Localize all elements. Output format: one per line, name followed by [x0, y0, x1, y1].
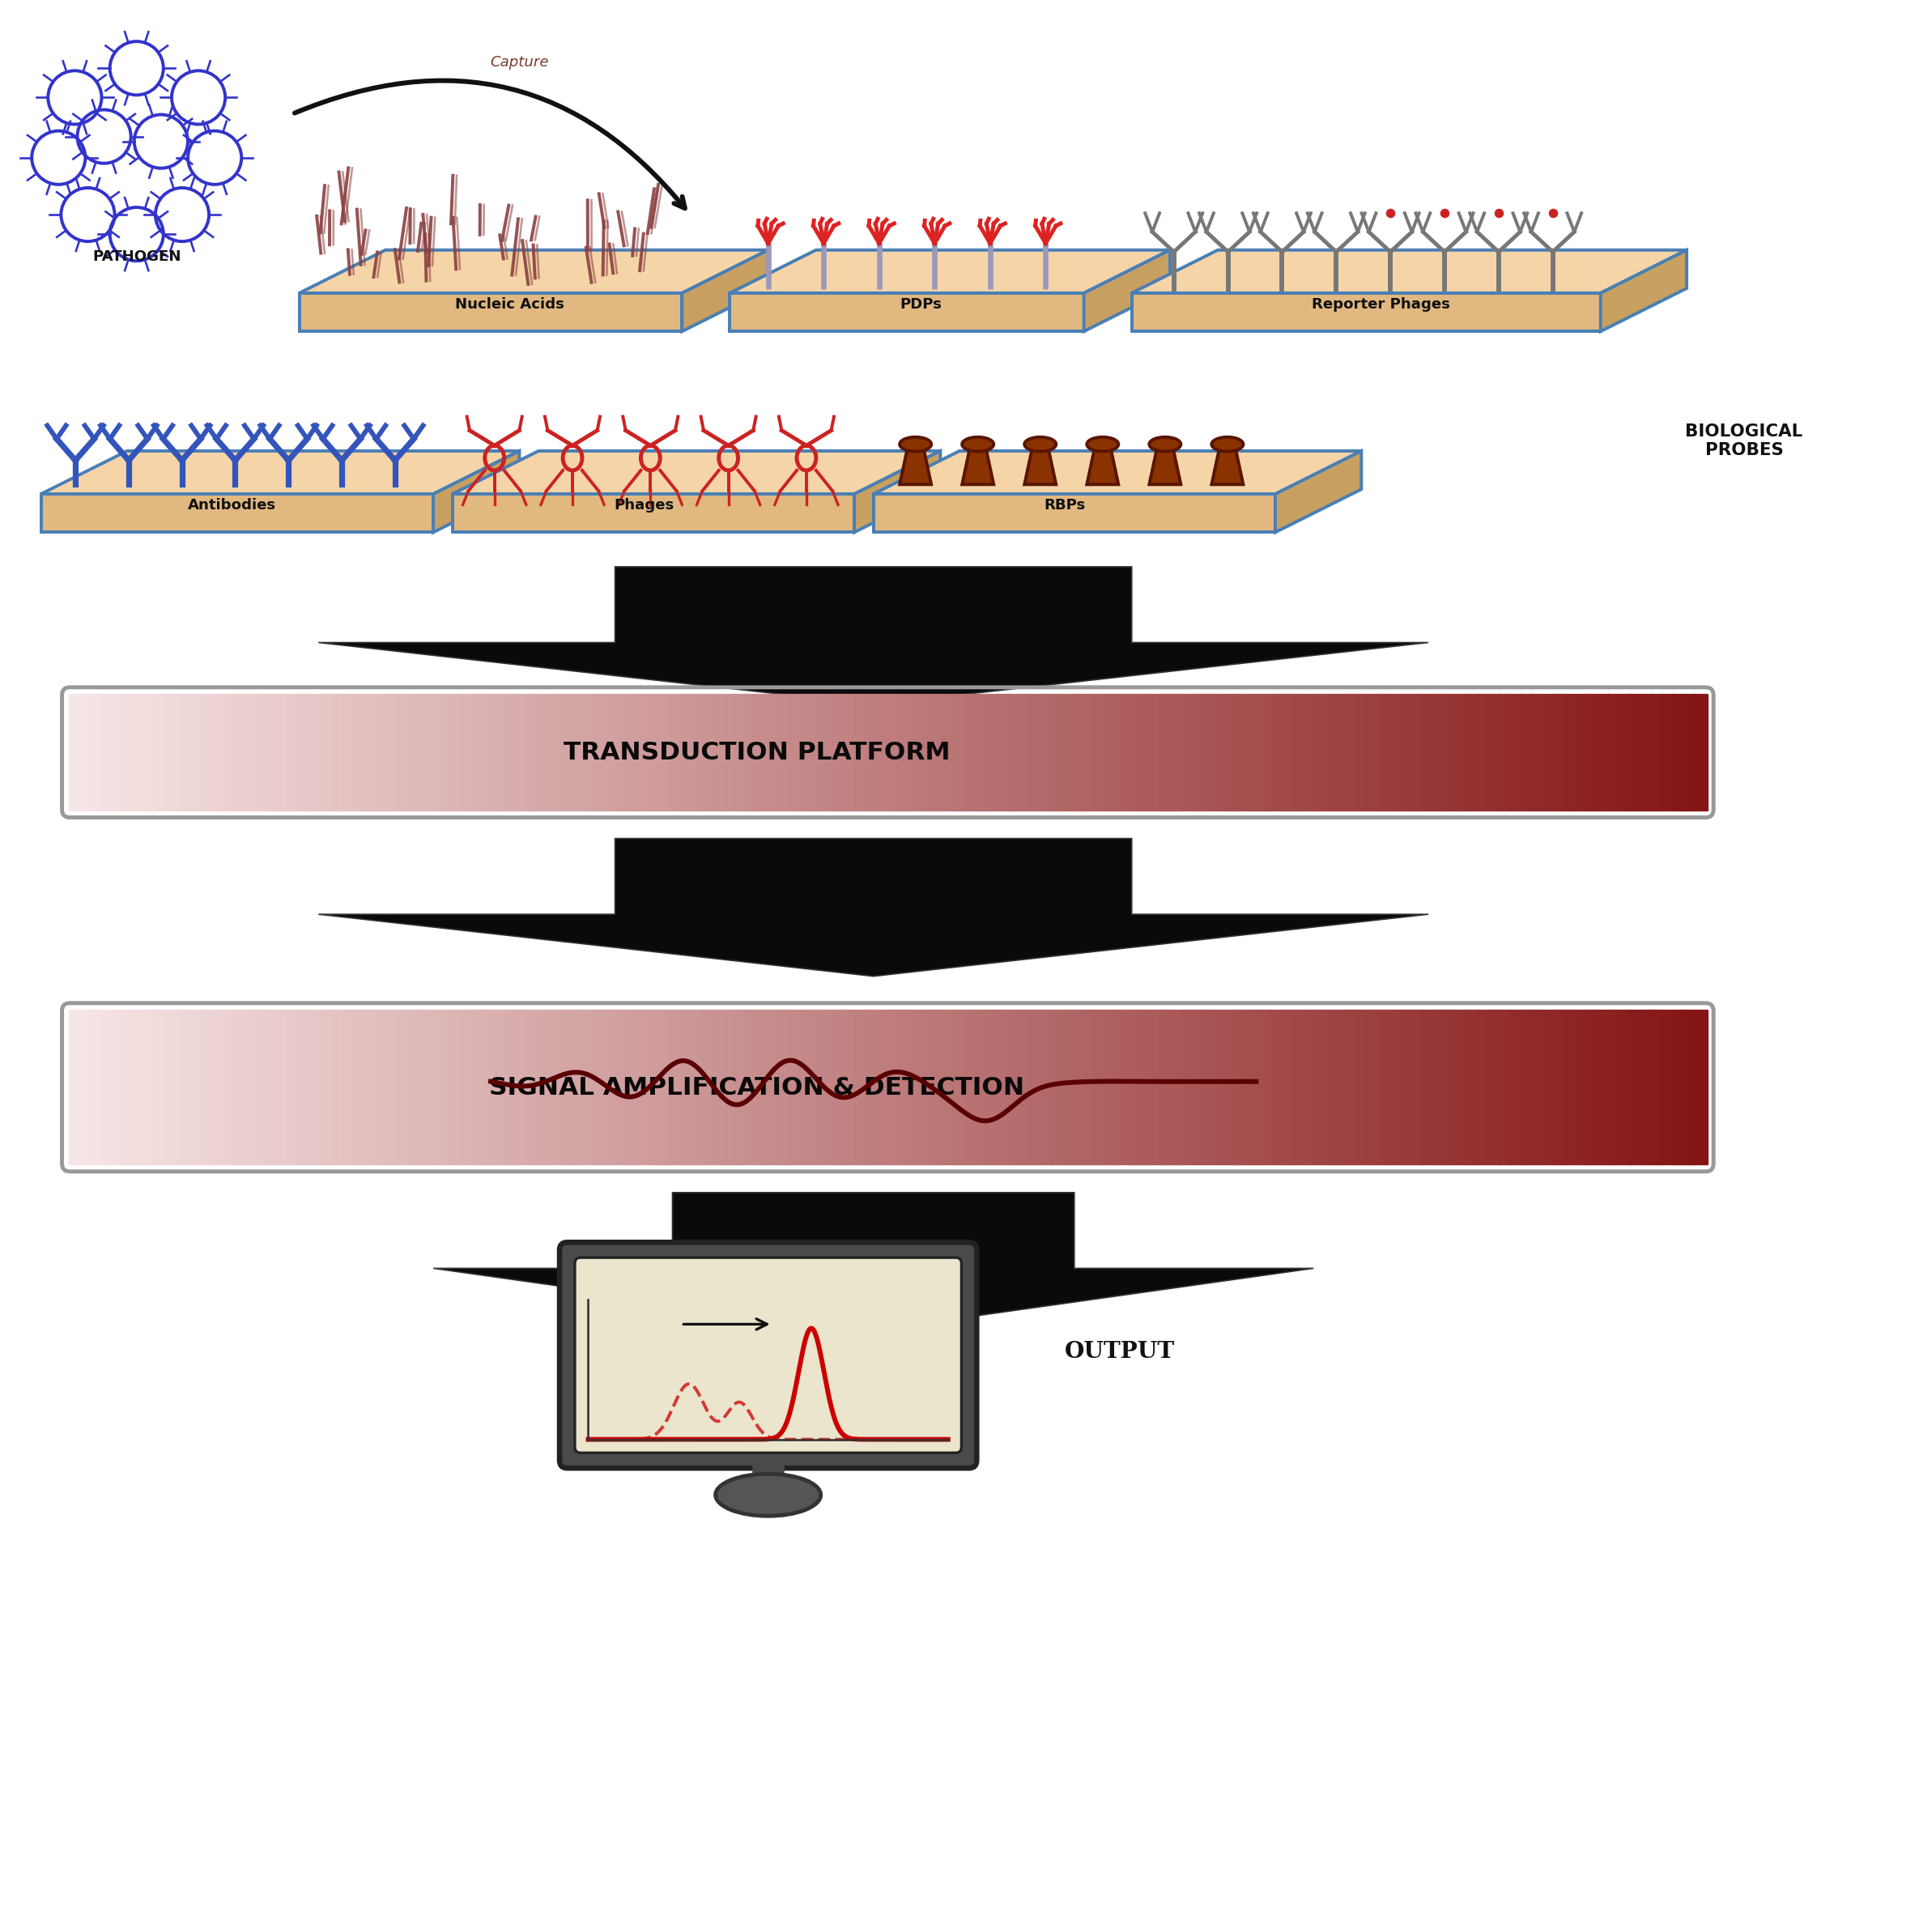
Text: RBPs: RBPs: [1044, 498, 1086, 512]
Polygon shape: [40, 452, 520, 495]
Text: Nucleic Acids: Nucleic Acids: [455, 298, 564, 311]
Polygon shape: [319, 838, 1428, 976]
Text: Phages: Phages: [614, 498, 674, 512]
FancyBboxPatch shape: [560, 1242, 977, 1468]
Ellipse shape: [1025, 437, 1055, 452]
Polygon shape: [900, 444, 931, 485]
Ellipse shape: [716, 1474, 821, 1517]
Ellipse shape: [961, 437, 994, 452]
Text: SIGNAL AMPLIFICATION & DETECTION: SIGNAL AMPLIFICATION & DETECTION: [489, 1076, 1025, 1099]
Polygon shape: [1211, 444, 1244, 485]
Ellipse shape: [1149, 437, 1180, 452]
Polygon shape: [1132, 251, 1687, 294]
Text: Reporter Phages: Reporter Phages: [1311, 298, 1449, 311]
Polygon shape: [681, 251, 768, 332]
Polygon shape: [299, 251, 768, 294]
Text: Antibodies: Antibodies: [188, 498, 276, 512]
Text: PATHOGEN: PATHOGEN: [92, 249, 180, 265]
Polygon shape: [319, 568, 1428, 705]
Polygon shape: [1086, 444, 1119, 485]
Polygon shape: [854, 452, 940, 533]
Polygon shape: [729, 294, 1084, 332]
Text: PDPs: PDPs: [900, 298, 942, 311]
Polygon shape: [729, 251, 1171, 294]
Polygon shape: [873, 495, 1276, 533]
Polygon shape: [1025, 444, 1055, 485]
Polygon shape: [1149, 444, 1180, 485]
Text: BIOLOGICAL
PROBES: BIOLOGICAL PROBES: [1685, 423, 1804, 458]
Polygon shape: [1600, 251, 1687, 332]
Text: OUTPUT: OUTPUT: [1065, 1341, 1174, 1362]
Polygon shape: [453, 452, 940, 495]
Polygon shape: [1276, 452, 1361, 533]
Polygon shape: [1132, 294, 1600, 332]
Ellipse shape: [900, 437, 931, 452]
Ellipse shape: [1211, 437, 1244, 452]
Text: Capture: Capture: [489, 54, 549, 70]
Polygon shape: [961, 444, 994, 485]
Polygon shape: [40, 495, 434, 533]
Polygon shape: [299, 294, 681, 332]
Polygon shape: [873, 452, 1361, 495]
Text: TRANSDUCTION PLATFORM: TRANSDUCTION PLATFORM: [564, 742, 950, 765]
Ellipse shape: [1086, 437, 1119, 452]
FancyBboxPatch shape: [576, 1258, 961, 1453]
Polygon shape: [434, 452, 520, 533]
Polygon shape: [434, 1192, 1313, 1331]
Polygon shape: [453, 495, 854, 533]
Polygon shape: [1084, 251, 1171, 332]
